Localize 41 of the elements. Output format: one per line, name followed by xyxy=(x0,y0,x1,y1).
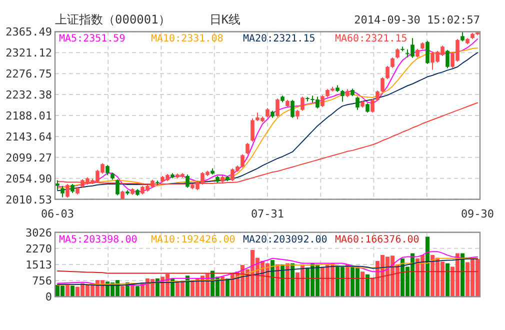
y-tick-label: 2188.01 xyxy=(6,110,52,122)
y-tick-label: 2010.53 xyxy=(6,193,52,206)
x-tick-label: 06-03 xyxy=(40,207,74,220)
text: MA5:2351.59 xyxy=(59,34,126,45)
bar xyxy=(460,253,464,297)
y-tick-label: 2099.27 xyxy=(6,151,52,164)
bar xyxy=(70,286,74,297)
bar xyxy=(426,236,430,297)
line-series xyxy=(57,251,478,286)
bar xyxy=(120,286,124,297)
y-tick-label: 2054.90 xyxy=(6,172,52,186)
y-tick-label: 2270 xyxy=(26,242,52,256)
chart-title: 上证指数（000001） xyxy=(55,12,170,27)
text: MA20:2321.15 xyxy=(243,34,316,45)
text: MA5:203398.00 xyxy=(59,234,138,246)
y-tick-label: 2321.12 xyxy=(6,46,52,60)
bar xyxy=(270,260,274,297)
bar xyxy=(360,272,364,297)
y-tick-label: 2232.38 xyxy=(6,88,52,102)
y-tick-label: 3026 xyxy=(26,226,52,240)
bar xyxy=(66,284,70,297)
text: 2014-09-30 15:02:57 xyxy=(354,14,480,27)
bar xyxy=(366,274,370,297)
text: MA10:192426.00 xyxy=(151,234,236,246)
chart-subtitle: 日K线 xyxy=(209,12,241,27)
y-tick-label: 0 xyxy=(45,290,52,304)
y-tick-label: 2365.49 xyxy=(6,26,52,39)
text: MA20:203092.00 xyxy=(243,234,328,246)
y-tick-label: 756 xyxy=(32,274,52,288)
y-tick-label: 1513 xyxy=(26,258,52,272)
line-series xyxy=(57,270,478,279)
bar xyxy=(446,263,450,297)
bar xyxy=(136,286,140,297)
text: MA60:2321.15 xyxy=(335,34,408,45)
x-tick-label: 07-31 xyxy=(250,207,284,220)
bar xyxy=(346,264,350,297)
x-tick-label: 09-30 xyxy=(460,207,494,220)
y-tick-label: 2276.75 xyxy=(6,68,52,81)
y-tick-label: 2143.64 xyxy=(6,130,52,144)
text: MA10:2331.08 xyxy=(151,34,224,45)
text: MA60:166376.00 xyxy=(335,234,420,246)
